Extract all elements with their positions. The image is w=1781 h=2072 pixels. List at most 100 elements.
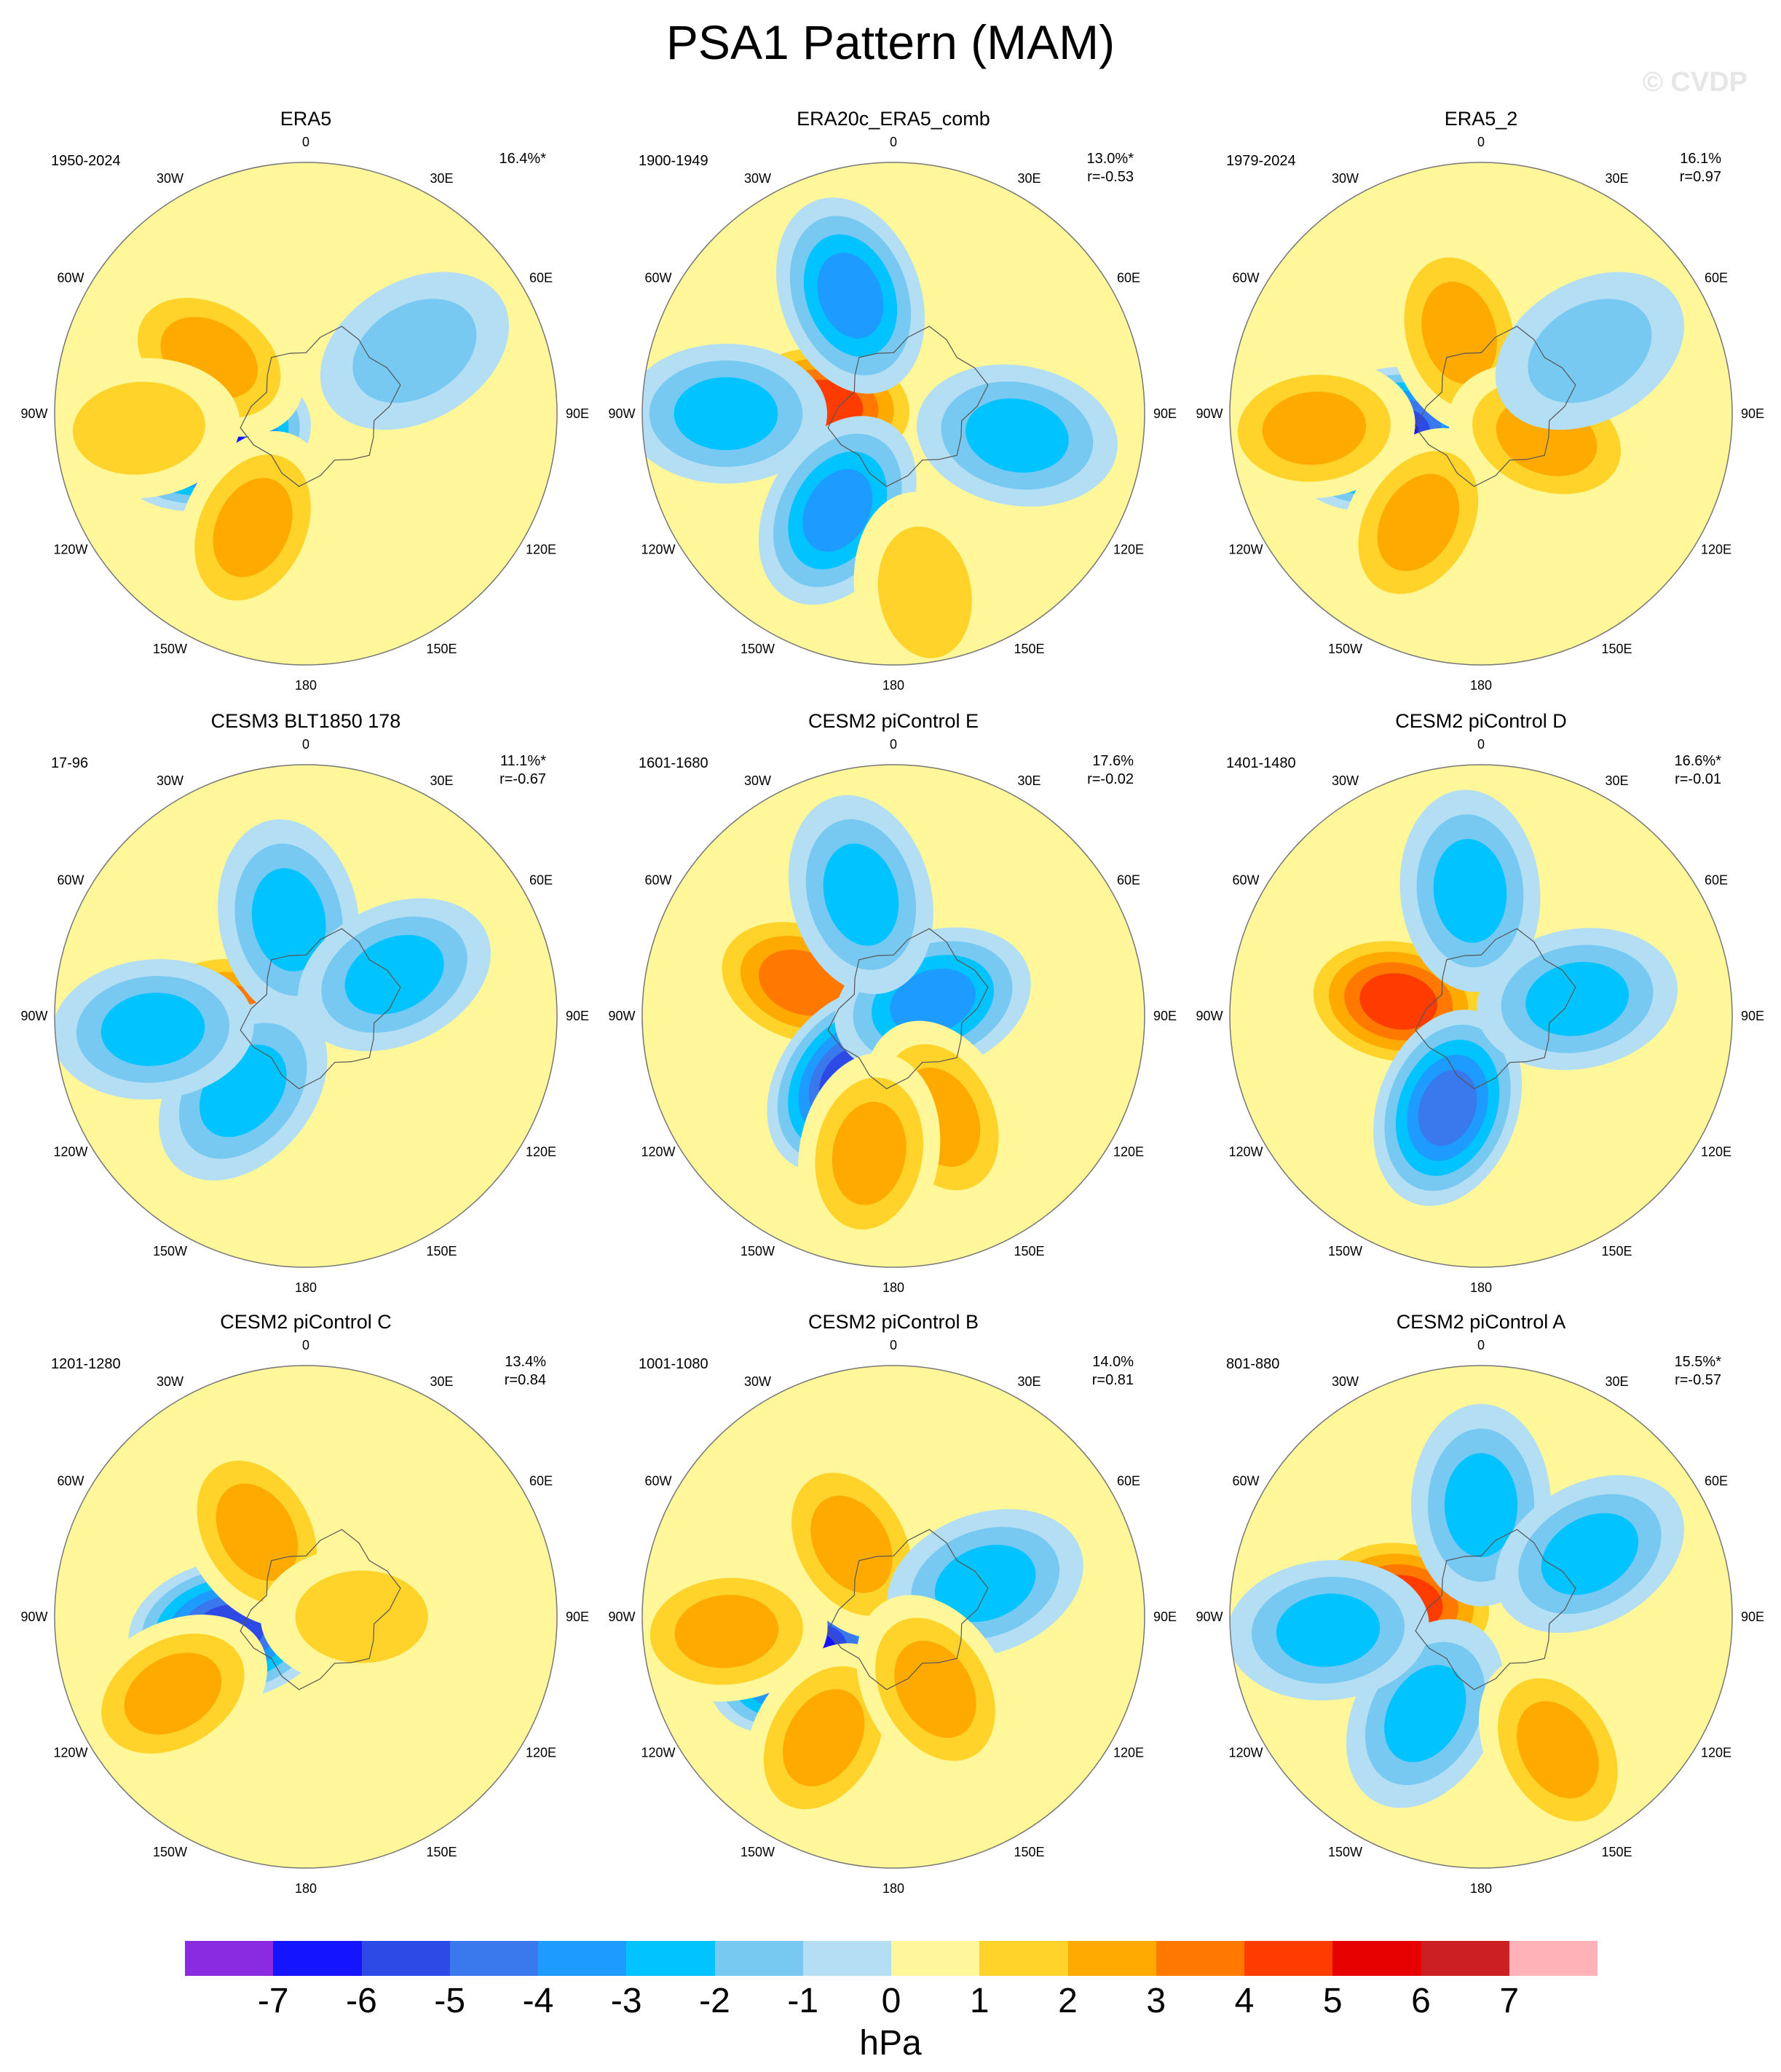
colorbar-tick-label: 6 <box>1411 1982 1431 2020</box>
colorbar-cell <box>1244 1941 1333 1976</box>
longitude-label: 90W <box>20 1009 47 1023</box>
negative-anomaly-contour <box>1444 1453 1518 1558</box>
longitude-label: 120W <box>53 543 87 557</box>
longitude-label: 180 <box>295 1280 317 1293</box>
panel-correlation: r=-0.67 <box>499 771 546 787</box>
longitude-label: 180 <box>882 1280 904 1293</box>
colorbar-cell <box>1156 1941 1244 1976</box>
panel-period: 1900-1949 <box>639 153 708 169</box>
longitude-label: 150W <box>153 1244 187 1258</box>
panel-period: 1201-1280 <box>51 1356 121 1372</box>
panel-stats: 16.1% r=0.97 <box>1680 150 1721 186</box>
longitude-label: 150W <box>153 1845 187 1859</box>
panel-stats: 11.1%* r=-0.67 <box>499 752 546 789</box>
positive-anomaly-contour <box>1517 1701 1599 1799</box>
longitude-label: 30W <box>157 773 183 788</box>
longitude-label: 60W <box>644 271 671 285</box>
longitude-label: 90E <box>1153 1009 1177 1023</box>
colorbar-tick-label: -2 <box>699 1982 730 2020</box>
longitude-label: 30E <box>1605 773 1628 788</box>
longitude-label: 0 <box>302 739 309 752</box>
colorbar-cell <box>361 1941 450 1976</box>
colorbar-cell <box>1421 1941 1509 1976</box>
map-panel: ERA5_2 1979-2024 16.1% r=0.97 0 30E 60E 90E 120E… <box>1190 108 1772 693</box>
negative-anomaly-contour <box>251 868 326 972</box>
longitude-label: 120E <box>1113 543 1144 557</box>
longitude-label: 120E <box>1113 1145 1144 1159</box>
panel-title: CESM2 piControl E <box>807 710 979 732</box>
antarctica-coastline <box>240 928 401 1090</box>
map-panel: CESM2 piControl B 1001-1080 14.0% r=0.81 0 30… <box>602 1311 1185 1896</box>
longitude-label: 0 <box>302 137 309 149</box>
longitude-label: 120W <box>641 1145 675 1159</box>
longitude-label: 150E <box>1601 642 1632 656</box>
colorbar-tick-label: 2 <box>1058 1982 1078 2020</box>
longitude-label: 90E <box>1153 406 1177 421</box>
polar-map: 0 30E 60E 90E 120E 150E 180 150W 120W 90W 60W 30W <box>1190 1338 1772 1896</box>
panel-variance-pct: 13.4% <box>505 1354 546 1370</box>
colorbar-cell <box>802 1941 891 1976</box>
colorbar-tick-label: 7 <box>1499 1982 1520 2020</box>
panel-correlation: r=-0.02 <box>1087 771 1134 787</box>
longitude-label: 0 <box>1477 739 1485 752</box>
panel-period: 1979-2024 <box>1226 153 1296 169</box>
map-boundary <box>641 1365 1145 1869</box>
panel-correlation: r=0.84 <box>504 1372 546 1388</box>
longitude-label: 60W <box>1232 271 1259 285</box>
panel-stats: 13.0%* r=-0.53 <box>1087 150 1134 186</box>
longitude-label: 30E <box>430 171 453 186</box>
longitude-label: 60E <box>1117 1474 1140 1489</box>
panel-period: 17-96 <box>51 755 89 771</box>
longitude-label: 180 <box>295 1881 317 1894</box>
negative-anomaly-contour <box>1525 961 1629 1036</box>
longitude-label: 90E <box>566 1009 589 1023</box>
panel-variance-pct: 16.4%* <box>499 151 547 167</box>
longitude-label: 30E <box>1017 171 1040 186</box>
colorbar-cell <box>891 1941 980 1976</box>
longitude-label: 150E <box>1014 1244 1044 1258</box>
figure-title: PSA1 Pattern (MAM) <box>666 15 1115 69</box>
negative-anomaly-contour <box>934 1545 1036 1623</box>
panel-correlation: r=-0.53 <box>1087 169 1134 185</box>
colorbar-tick-label: 3 <box>1146 1982 1166 2020</box>
polar-map: 0 30E 60E 90E 120E 150E 180 150W 120W 90W 60W 30W <box>15 737 597 1295</box>
positive-anomaly-contour <box>674 1594 779 1669</box>
panel-period: 801-880 <box>1226 1356 1280 1372</box>
longitude-label: 60E <box>529 271 553 285</box>
longitude-label: 60W <box>1232 873 1259 888</box>
longitude-label: 60E <box>529 873 553 888</box>
longitude-label: 30W <box>744 773 771 788</box>
longitude-label: 120E <box>1113 1746 1144 1760</box>
longitude-label: 180 <box>882 1881 904 1894</box>
longitude-label: 150E <box>1014 1845 1044 1859</box>
longitude-label: 120E <box>526 543 556 557</box>
longitude-label: 120W <box>1228 1746 1263 1760</box>
longitude-label: 90E <box>1741 1610 1764 1624</box>
positive-anomaly-contour <box>810 1495 893 1594</box>
positive-anomaly-contour <box>1359 973 1438 1030</box>
longitude-label: 180 <box>882 678 904 690</box>
longitude-label: 0 <box>302 1340 309 1352</box>
antarctica-coastline <box>1415 326 1576 487</box>
positive-anomaly-contour <box>894 1640 976 1738</box>
map-boundary <box>1229 162 1733 666</box>
longitude-label: 120E <box>526 1746 556 1760</box>
longitude-label: 60W <box>57 271 84 285</box>
colorbar-tick-label: -5 <box>434 1982 466 2020</box>
map-panel: CESM2 piControl D 1401-1480 16.6%* r=-0.01 0… <box>1190 710 1772 1295</box>
longitude-label: 60E <box>1705 271 1728 285</box>
panel-title: ERA20c_ERA5_comb <box>797 108 990 130</box>
map-panel: CESM2 piControl C 1201-1280 13.4% r=0.84 0 30… <box>15 1311 597 1896</box>
panel-variance-pct: 17.6% <box>1092 753 1134 769</box>
longitude-label: 30W <box>1332 171 1359 186</box>
panel-variance-pct: 16.6%* <box>1674 753 1722 769</box>
polar-map-svg: 0 30E 60E 90E 120E 150E 180 150W 120W 90W 60W 30W <box>608 737 1177 1295</box>
colorbar-tick-label: -4 <box>522 1982 554 2020</box>
longitude-label: 0 <box>1477 1340 1485 1352</box>
negative-anomaly-contour <box>100 993 205 1066</box>
antarctica-coastline <box>240 326 401 487</box>
longitude-label: 90E <box>1741 1009 1764 1023</box>
longitude-label: 30W <box>1332 773 1359 788</box>
colorbar-cell <box>1332 1941 1421 1976</box>
longitude-label: 150W <box>1328 1244 1362 1258</box>
